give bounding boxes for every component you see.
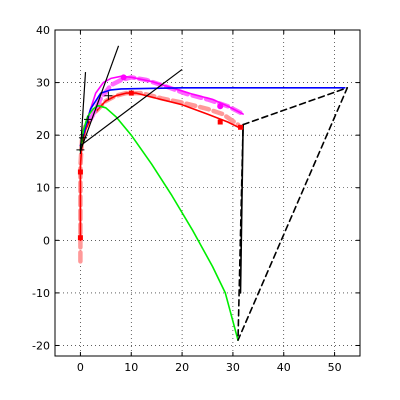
y-tick-label: 10 [36,182,50,195]
y-tick-label: -20 [32,339,50,352]
y-tick-label: 40 [36,24,50,37]
series-black-vertical-edge [239,123,244,294]
y-tick-label: 30 [36,77,50,90]
series-magenta-path [84,75,244,126]
x-tick-label: 50 [328,361,342,374]
red-star-marker [77,235,83,241]
plus-marker [104,91,113,100]
red-star-marker [77,169,83,175]
y-tick-label: 20 [36,129,50,142]
plus-marker [84,115,93,124]
axes-frame [54,29,361,357]
ticks-group: 0 10 20 30 40 50 -20 -10 0 10 20 30 40 [32,24,360,374]
tangent-line [79,45,120,152]
tangent-line [80,68,183,147]
magenta-dot-marker [120,74,127,81]
series-black-dashed-outline [237,87,349,342]
plot-area [55,30,360,356]
magenta-dot-marker [217,103,224,110]
plus-marker [76,145,85,154]
series-group [78,45,349,342]
x-tick-label: 10 [124,361,138,374]
x-tick-label: 0 [77,361,84,374]
y-tick-label: 0 [43,234,50,247]
markers-group [76,74,244,241]
red-star-marker [217,119,223,125]
x-tick-label: 40 [277,361,291,374]
x-tick-label: 20 [175,361,189,374]
plus-marker [78,133,87,142]
y-tick-label: -10 [32,287,50,300]
red-star-marker [128,90,134,96]
red-star-marker [238,124,244,130]
x-tick-label: 30 [226,361,240,374]
series-blue-path [79,87,346,147]
